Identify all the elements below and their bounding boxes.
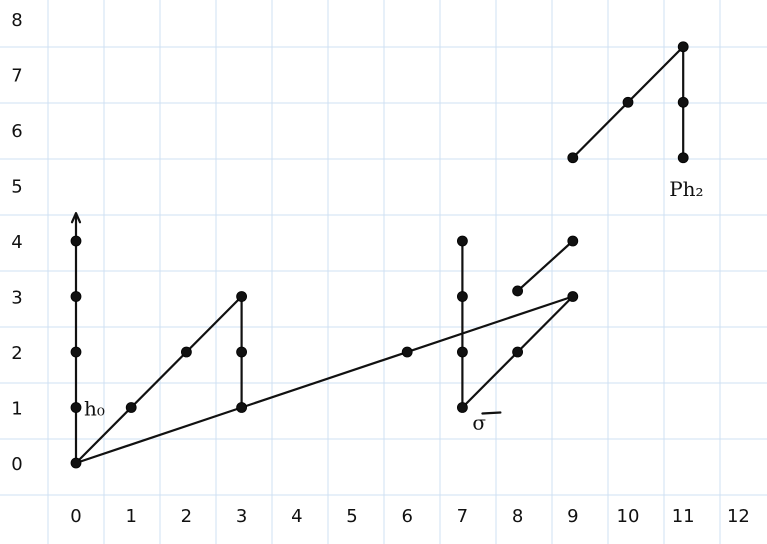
data-point <box>677 152 689 164</box>
annotation-label: σ <box>472 411 486 435</box>
y-tick-label: 3 <box>11 288 22 309</box>
data-point <box>70 235 82 247</box>
data-point <box>401 346 413 358</box>
x-tick-label: 12 <box>727 506 750 527</box>
data-point <box>125 402 137 413</box>
x-tick-label: 2 <box>181 506 192 527</box>
x-tick-label: 4 <box>291 506 302 527</box>
annotation-label: h₀ <box>84 397 105 421</box>
y-tick-label: 1 <box>11 399 22 420</box>
data-points <box>70 41 689 469</box>
data-point <box>180 346 192 358</box>
sigma-dash <box>481 411 502 415</box>
data-point <box>70 346 82 358</box>
x-tick-label: 5 <box>346 506 357 527</box>
path-segment <box>74 295 243 465</box>
x-tick-label: 3 <box>236 506 247 527</box>
path-segment <box>74 406 243 465</box>
x-tick-label: 10 <box>617 506 640 527</box>
y-tick-label: 5 <box>11 177 22 198</box>
y-tick-label: 6 <box>11 121 22 142</box>
data-point <box>236 346 248 358</box>
data-point <box>456 402 468 413</box>
data-point <box>677 41 689 53</box>
data-point <box>677 96 689 108</box>
data-point <box>236 291 248 302</box>
x-tick-label: 7 <box>457 506 468 527</box>
data-point <box>567 152 579 164</box>
x-tick-label: 1 <box>125 506 136 527</box>
data-point <box>456 235 468 247</box>
data-point <box>512 346 523 358</box>
data-point <box>70 402 82 413</box>
arrowhead-icon <box>70 212 82 224</box>
x-tick-label: 11 <box>672 506 695 527</box>
y-tick-label: 7 <box>11 66 22 87</box>
x-tick-label: 0 <box>70 506 81 527</box>
data-point <box>622 96 634 108</box>
x-tick-label: 8 <box>512 506 523 527</box>
x-tick-label: 6 <box>401 506 412 527</box>
path-segments <box>70 45 685 465</box>
annotations: h₀ σ Ph₂ <box>84 177 704 435</box>
y-tick-label: 0 <box>11 454 22 475</box>
data-point <box>567 291 579 302</box>
x-tick-label: 9 <box>567 506 578 527</box>
y-tick-label: 8 <box>11 10 22 31</box>
data-point <box>70 291 82 302</box>
data-point <box>456 346 468 358</box>
path-segment <box>516 239 574 293</box>
y-tick-label: 4 <box>11 232 22 253</box>
data-point <box>70 457 82 469</box>
data-point <box>567 235 579 247</box>
data-point <box>512 285 523 297</box>
y-tick-label: 2 <box>11 343 22 364</box>
data-point <box>456 291 468 302</box>
data-point <box>236 402 248 413</box>
annotation-label: Ph₂ <box>669 177 703 201</box>
